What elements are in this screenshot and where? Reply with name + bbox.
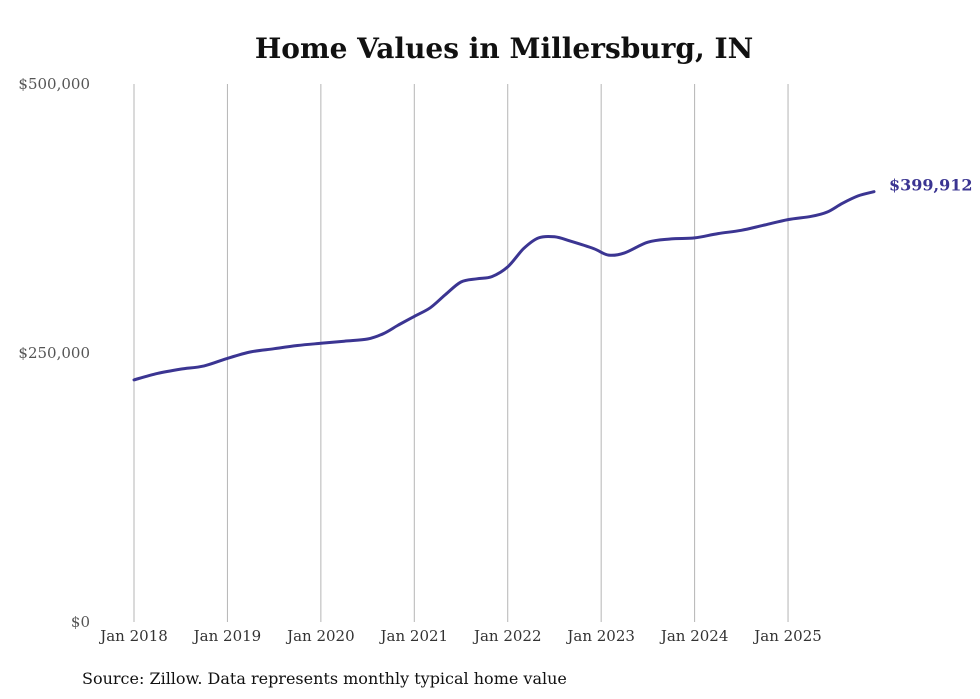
y-tick-label: $250,000 <box>18 344 90 362</box>
y-axis-ticks: $0 $250,000 $500,000 <box>18 75 90 631</box>
y-tick-label: $500,000 <box>18 75 90 93</box>
x-tick-label: Jan 2020 <box>285 627 355 645</box>
x-tick-label: Jan 2022 <box>472 627 542 645</box>
series-line-home-value <box>132 190 876 382</box>
x-tick-label: Jan 2018 <box>98 627 168 645</box>
end-value-label: $399,912 <box>889 176 973 195</box>
x-axis-ticks: Jan 2018 Jan 2019 Jan 2020 Jan 2021 Jan 2022… <box>98 627 822 645</box>
x-tick-label: Jan 2025 <box>752 627 822 645</box>
gridlines <box>133 84 789 622</box>
x-tick-label: Jan 2019 <box>192 627 262 645</box>
chart-title: Home Values in Millersburg, IN <box>255 32 753 65</box>
y-tick-label: $0 <box>71 613 90 631</box>
x-tick-label: Jan 2024 <box>659 627 729 645</box>
source-note: Source: Zillow. Data represents monthly … <box>82 669 567 688</box>
x-tick-label: Jan 2023 <box>565 627 635 645</box>
x-tick-label: Jan 2021 <box>379 627 449 645</box>
